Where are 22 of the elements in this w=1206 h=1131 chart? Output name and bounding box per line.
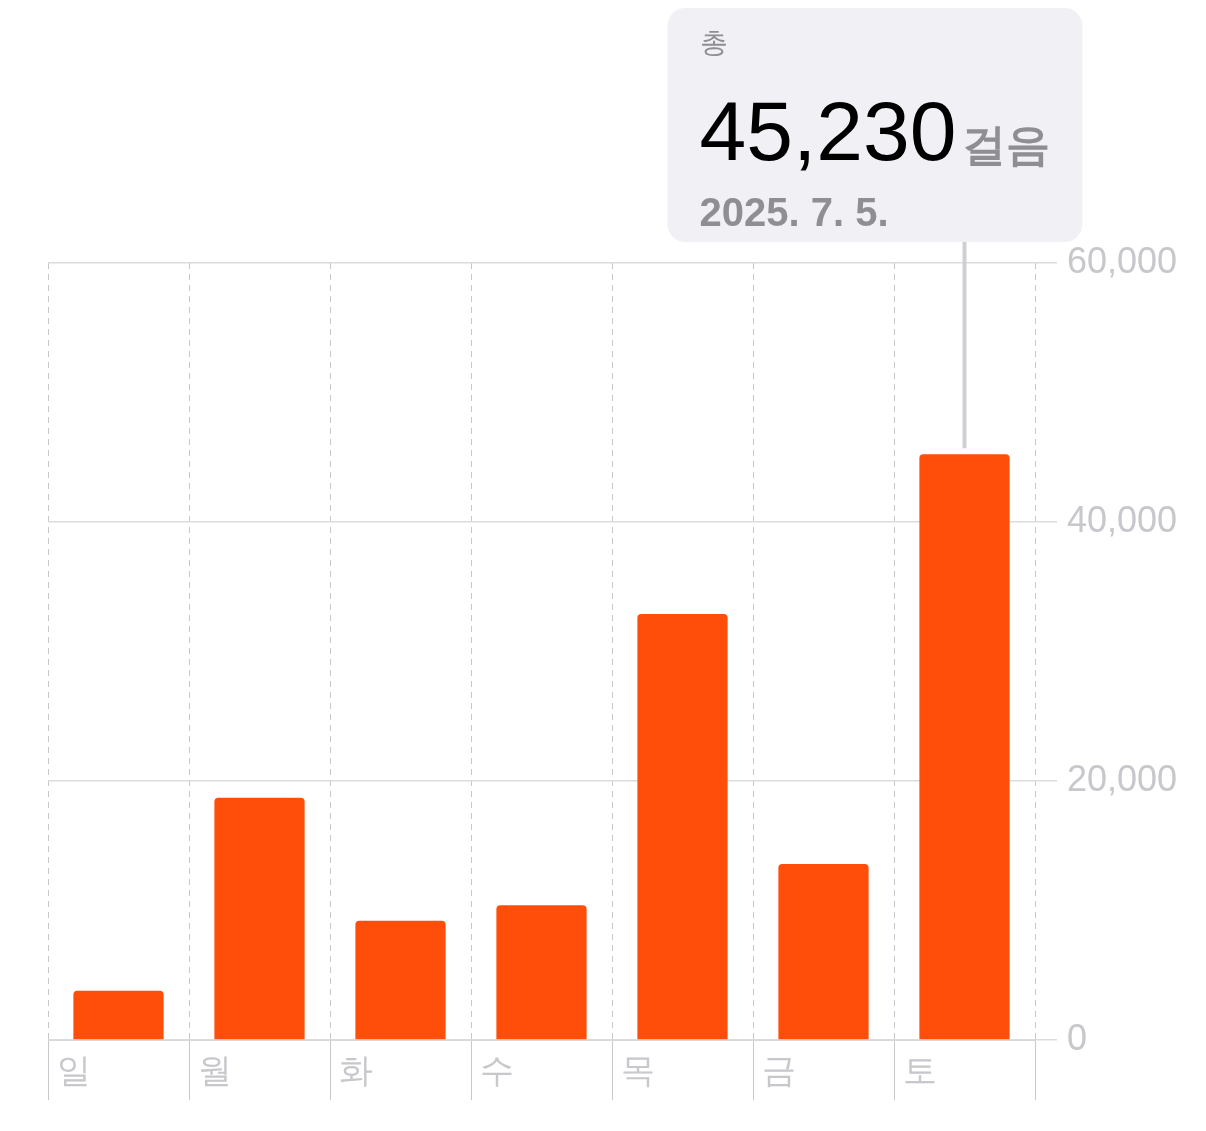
bar bbox=[73, 990, 164, 1040]
bar bbox=[355, 920, 446, 1040]
x-tick-label: 금 bbox=[761, 1050, 796, 1089]
y-tick-label: 0 bbox=[1067, 1016, 1088, 1058]
text: 걸음 bbox=[962, 120, 1051, 169]
x-tick-label: 토 bbox=[902, 1050, 937, 1089]
x-tick-label: 일 bbox=[56, 1050, 91, 1089]
text: 총 bbox=[699, 27, 728, 58]
x-tick-label: 월 bbox=[197, 1050, 232, 1089]
bar bbox=[214, 797, 305, 1040]
y-tick-label: 40,000 bbox=[1067, 498, 1178, 540]
bar bbox=[919, 454, 1010, 1040]
text: 2025. 7. 5. bbox=[699, 190, 889, 234]
y-tick-label: 20,000 bbox=[1067, 757, 1178, 799]
bar bbox=[637, 613, 728, 1040]
text: 45,230 bbox=[699, 84, 957, 178]
x-tick-label: 화 bbox=[338, 1050, 373, 1089]
x-tick-label: 수 bbox=[479, 1050, 514, 1089]
x-tick-label: 목 bbox=[620, 1050, 655, 1089]
bar bbox=[496, 905, 587, 1040]
y-tick-label: 60,000 bbox=[1067, 239, 1178, 281]
bar bbox=[778, 863, 869, 1040]
